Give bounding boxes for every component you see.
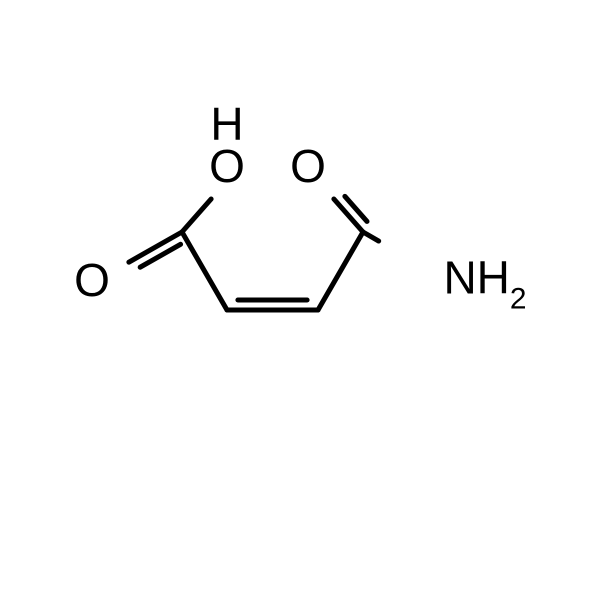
- atom-label-OH: O: [209, 143, 245, 189]
- bond-C-OH: [182, 199, 211, 232]
- bond-CH-C-right: [318, 232, 363, 310]
- atom-label-O-right: O: [290, 143, 326, 189]
- atom-label-NH2: NH2: [443, 254, 526, 309]
- molecule-diagram: { "structure_type": "chemical-structure"…: [0, 0, 600, 600]
- bond-C-CH-left: [182, 232, 227, 310]
- bond-C-NH2: [363, 232, 379, 241]
- atom-label-O-left: O: [74, 257, 110, 303]
- bond-O-double-left: [140, 244, 180, 267]
